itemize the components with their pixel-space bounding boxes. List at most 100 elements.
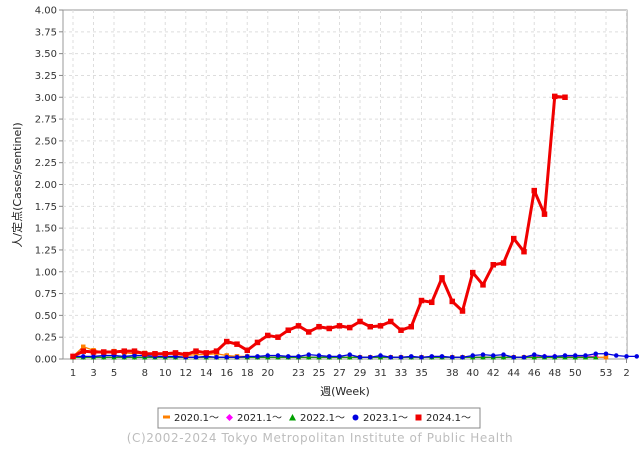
data-point [122,354,127,359]
data-point [152,351,158,357]
data-point [295,323,302,329]
x-tick-label: 33 [395,368,408,379]
data-point [573,353,578,358]
y-axis: 0.00 0.25 0.50 0.75 1.00 1.25 1.50 1.75 2.00 2.25… [35,6,63,366]
data-point [142,351,148,357]
series-layer [70,93,639,361]
data-point [614,353,619,358]
data-point [388,318,394,325]
legend-item: 2021.1～ [226,413,282,424]
y-tick-label: 3.00 [35,93,57,104]
x-tick-label: 27 [333,368,346,379]
data-point [429,354,434,359]
data-point [357,355,363,360]
x-tick-label: 38 [446,368,459,379]
x-tick-label: 48 [548,368,561,379]
data-point [378,353,383,358]
x-tick-label: 50 [569,368,582,379]
y-tick-label: 0.00 [35,355,57,366]
y-tick-label: 2.25 [35,158,57,169]
y-tick-label: 2.50 [35,136,57,147]
x-tick-label: 8 [142,368,148,379]
x-tick-label: 5 [111,368,117,379]
data-point [367,323,373,330]
data-point [306,354,312,360]
data-point [70,353,76,360]
data-point [500,354,507,360]
data-point [583,353,588,358]
data-point [234,341,240,347]
data-point [265,353,270,358]
data-point [234,355,240,360]
legend-item: 2024.1～ [415,413,471,424]
data-point [490,262,496,268]
y-tick-label: 0.75 [35,289,57,300]
data-point [418,297,425,304]
x-tick-label: 10 [159,368,172,379]
data-point [480,354,486,360]
data-point [327,354,332,359]
x-tick-label: 44 [507,368,520,379]
x-tick-label: 35 [415,368,428,379]
data-point [224,338,230,345]
data-point [531,354,537,360]
data-point [347,354,353,360]
data-point [162,351,168,357]
data-point [368,355,373,360]
data-point [183,351,189,358]
legend-label: 2020.1～ [174,413,219,424]
data-point [101,349,107,355]
grid [63,10,627,359]
data-point [480,282,486,288]
data-point [347,324,353,331]
data-point [450,355,455,360]
data-point [132,353,137,358]
data-point [500,260,507,266]
x-tick-label: 40 [466,368,479,379]
x-axis-title: 週(Week) [320,385,370,398]
data-point [337,354,342,359]
data-point [326,325,332,332]
data-point [214,355,219,360]
y-tick-label: 0.50 [35,311,57,322]
x-tick-label: 3 [90,368,96,379]
y-tick-label: 1.75 [35,202,57,213]
data-point [193,348,199,354]
x-tick-label: 46 [528,368,541,379]
legend-item: 2022.1～ [289,413,345,424]
legend-box [157,407,481,429]
data-point [357,318,363,325]
legend-label: 2022.1～ [300,413,345,424]
data-point [398,327,404,333]
data-point [244,347,250,354]
data-point [224,355,229,360]
data-point [521,355,527,360]
data-point [409,354,414,359]
data-point [408,323,414,330]
data-point [470,269,476,276]
data-point [80,348,86,354]
legend-swatch [415,414,422,421]
data-point [336,323,343,329]
data-point [470,353,475,358]
legend-swatch [163,415,170,419]
data-point [501,352,506,357]
data-point [388,355,393,360]
data-point [377,323,384,329]
data-point [316,323,322,330]
x-tick-label: 14 [200,368,213,379]
data-point [552,93,558,100]
y-tick-label: 4.00 [35,6,57,17]
data-point [593,354,599,360]
data-point [245,354,250,359]
data-point [531,187,537,194]
data-point [562,353,568,358]
data-point [542,354,547,359]
x-axis: 1 3 5 8 10 12 14 16 18 20 23 25 27 29 31 33 35 38 40 42 44 46… [70,359,630,379]
x-tick-label: 53 [600,368,613,379]
data-point [91,354,96,359]
data-point [265,332,271,339]
x-tick-label: 42 [487,368,500,379]
data-point [255,354,260,359]
